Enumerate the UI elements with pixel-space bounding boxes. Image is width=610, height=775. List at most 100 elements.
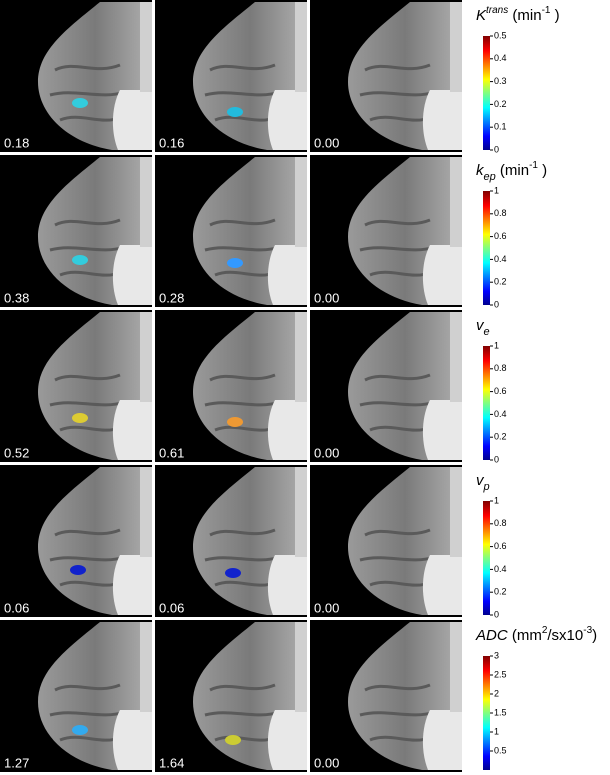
label-segment: (mm [508, 627, 542, 644]
panel-value: 0.00 [314, 290, 339, 305]
chest-strip [295, 312, 307, 402]
colorbar-label: Ktrans (min-1 ) [476, 5, 560, 24]
tick-label: 0.8 [494, 208, 507, 218]
chest-wall [423, 400, 462, 460]
mri-panel: 0.00 [310, 155, 462, 307]
chest-wall [113, 710, 152, 770]
mri-panel: 0.61 [155, 310, 307, 462]
chest-strip [140, 622, 152, 712]
tick-label: 0.2 [494, 587, 507, 597]
chest-strip [295, 157, 307, 247]
colorbar [483, 191, 490, 305]
lesion-overlay [72, 725, 88, 735]
panel-value: 0.52 [4, 445, 29, 460]
colorbar [483, 36, 490, 150]
colorbar [483, 656, 490, 770]
chest-strip [450, 467, 462, 557]
chest-strip [450, 312, 462, 402]
mri-panel: 1.27 [0, 620, 152, 772]
chest-wall [268, 90, 307, 150]
chest-wall [268, 400, 307, 460]
tick-label: 0.2 [494, 432, 507, 442]
chest-wall [268, 555, 307, 615]
lesion-overlay [227, 107, 243, 117]
tick-label: 0 [494, 609, 499, 619]
lesion-overlay [72, 98, 88, 108]
panel-value: 0.00 [314, 755, 339, 770]
label-segment: (min [496, 162, 529, 179]
label-segment: ) [592, 627, 597, 644]
tick-label: 2 [494, 688, 499, 698]
mri-panel: 0.00 [310, 310, 462, 462]
panel-value: 0.61 [159, 445, 184, 460]
chest-strip [140, 157, 152, 247]
figure: 0.180.160.00Ktrans (min-1 )00.10.20.30.4… [0, 0, 610, 775]
mri-panel: 0.00 [310, 620, 462, 772]
lesion-overlay [225, 735, 241, 745]
tick-label: 0.4 [494, 53, 507, 63]
tick-label: 0.6 [494, 386, 507, 396]
mri-panel: 1.64 [155, 620, 307, 772]
chest-wall [423, 245, 462, 305]
chest-wall [423, 710, 462, 770]
chest-wall [113, 400, 152, 460]
colorbar-label: ve [476, 317, 490, 338]
label-segment: ADC [475, 627, 508, 644]
lesion-overlay [225, 568, 241, 578]
tick-label: 0.6 [494, 231, 507, 241]
tick-label: 1 [494, 726, 499, 736]
label-segment: p [483, 481, 490, 493]
lesion-overlay [227, 417, 243, 427]
chest-wall [113, 90, 152, 150]
chest-strip [450, 2, 462, 92]
chest-wall [268, 245, 307, 305]
tick-label: 0.4 [494, 409, 507, 419]
mri-panel: 0.16 [155, 0, 307, 152]
mri-panel: 0.18 [0, 0, 152, 152]
mri-panel: 0.00 [310, 0, 462, 152]
chest-strip [450, 622, 462, 712]
chest-wall [113, 245, 152, 305]
chest-strip [450, 157, 462, 247]
panel-value: 1.64 [159, 755, 184, 770]
tick-label: 0.8 [494, 363, 507, 373]
panel-value: 0.38 [4, 290, 29, 305]
chest-strip [295, 622, 307, 712]
mri-panel: 0.38 [0, 155, 152, 307]
panel-value: 0.28 [159, 290, 184, 305]
panel-value: 0.18 [4, 135, 29, 150]
colorbar-label: vp [476, 472, 490, 493]
chest-wall [423, 555, 462, 615]
panel-value: 1.27 [4, 755, 29, 770]
chest-strip [140, 2, 152, 92]
panel-value: 0.00 [314, 445, 339, 460]
mri-panel: 0.06 [155, 465, 307, 617]
lesion-overlay [227, 258, 243, 268]
tick-label: 0.8 [494, 518, 507, 528]
tick-label: 0.1 [494, 122, 507, 132]
mri-panel: 0.52 [0, 310, 152, 462]
lesion-overlay [72, 413, 88, 423]
tick-label: 0.5 [494, 745, 507, 755]
tick-label: 0 [494, 454, 499, 464]
panel-value: 0.06 [4, 600, 29, 615]
tick-label: 2.5 [494, 669, 507, 679]
tick-label: 0.6 [494, 541, 507, 551]
label-segment: ) [551, 7, 560, 24]
tick-label: 0.4 [494, 564, 507, 574]
chest-strip [295, 467, 307, 557]
label-segment: e [484, 326, 490, 338]
chest-wall [268, 710, 307, 770]
tick-label: 0.5 [494, 30, 507, 40]
tick-label: 0 [494, 299, 499, 309]
panel-value: 0.06 [159, 600, 184, 615]
tick-label: 1 [494, 185, 499, 195]
label-segment: trans [486, 5, 508, 16]
label-segment: /sx10 [547, 627, 583, 644]
chest-strip [140, 467, 152, 557]
panel-value: 0.00 [314, 135, 339, 150]
chest-strip [140, 312, 152, 402]
lesion-overlay [70, 565, 86, 575]
colorbar-label: ADC (mm2/sx10-3) [475, 625, 597, 644]
colorbar [483, 346, 490, 460]
